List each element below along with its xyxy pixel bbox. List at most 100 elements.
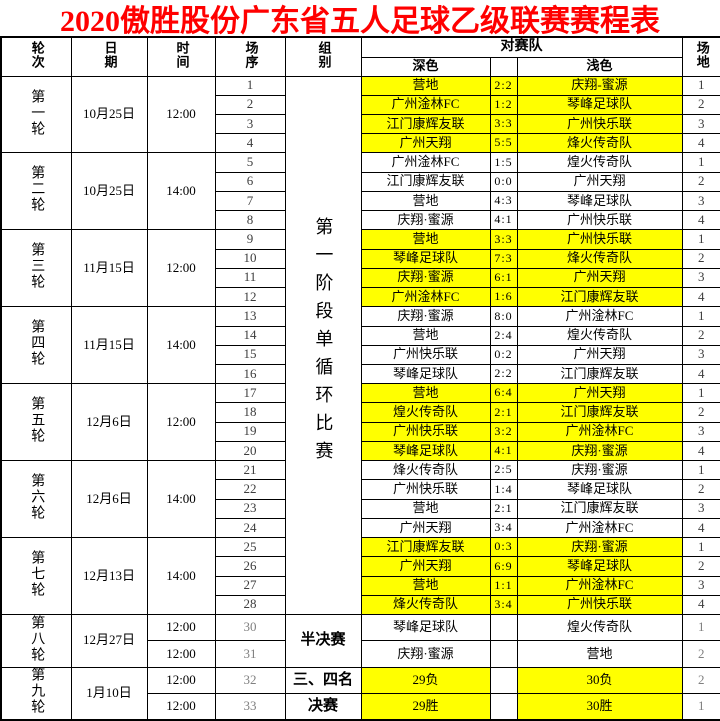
dark-team-cell: 琴峰足球队 <box>360 614 491 642</box>
match-no-cell: 4 <box>214 133 286 154</box>
match-row-18: 18 煌火传奇队 2:1 江门康辉友联 2 <box>1 402 720 423</box>
round-label: 第一轮 <box>0 75 72 154</box>
match-row-27: 27 营地 1:1 广州淦林FC 3 <box>1 575 720 596</box>
light-team-cell: 庆翔·蜜源 <box>516 460 683 481</box>
round-label: 第五轮 <box>0 383 72 462</box>
field-cell: 1 <box>681 229 720 250</box>
score-cell: 0:2 <box>489 344 518 366</box>
match-no-cell: 32 <box>214 666 286 695</box>
light-team-cell: 江门康辉友联 <box>516 364 683 385</box>
field-cell: 2 <box>681 640 720 668</box>
field-cell: 2 <box>681 94 720 115</box>
field-cell: 1 <box>681 537 720 558</box>
field-cell: 2 <box>681 479 720 500</box>
field-cell: 1 <box>681 306 720 327</box>
light-team-cell: 广州淦林FC <box>516 421 683 442</box>
field-cell: 4 <box>681 594 720 616</box>
match-no-cell: 14 <box>214 325 286 346</box>
stage-group-cell: 第一阶段单循环比赛 <box>284 75 362 616</box>
light-team-cell: 煌火传奇队 <box>516 152 683 173</box>
light-team-cell: 广州淦林FC <box>516 306 683 327</box>
dark-team-cell: 煌火传奇队 <box>360 402 491 423</box>
light-team-cell: 广州快乐联 <box>516 210 683 231</box>
date-cell: 12月6日 <box>70 460 148 539</box>
round-label: 第四轮 <box>0 306 72 385</box>
light-team-cell: 烽火传奇队 <box>516 133 683 154</box>
light-team-cell: 广州天翔 <box>516 344 683 366</box>
col-header-field: 场地 <box>681 36 720 77</box>
col-header-score-spacer <box>489 56 518 77</box>
match-row-15: 15 广州快乐联 0:2 广州天翔 3 <box>1 344 720 366</box>
match-row-14: 14 营地 2:4 煌火传奇队 2 <box>1 325 720 346</box>
dark-team-cell: 广州淦林FC <box>360 287 491 308</box>
col-header-date: 日期 <box>70 36 148 77</box>
light-team-cell: 30负 <box>516 666 683 695</box>
light-team-cell: 广州天翔 <box>516 171 683 192</box>
match-no-cell: 8 <box>214 210 286 231</box>
field-cell: 3 <box>681 190 720 212</box>
light-team-cell: 营地 <box>516 640 683 668</box>
dark-team-cell: 庆翔·蜜源 <box>360 267 491 289</box>
round-label-text: 第七轮 <box>29 550 45 599</box>
score-cell: 6:9 <box>489 556 518 577</box>
dark-team-cell: 庆翔·蜜源 <box>360 210 491 231</box>
light-team-cell: 30胜 <box>516 693 683 721</box>
score-cell <box>489 693 518 721</box>
field-cell: 3 <box>681 344 720 366</box>
field-cell: 2 <box>681 666 720 695</box>
dark-team-cell: 营地 <box>360 498 491 519</box>
match-row-5: 第二轮 10月25日 14:00 5 广州淦林FC 1:5 煌火传奇队 1 <box>0 152 720 231</box>
date-cell: 10月25日 <box>70 75 148 154</box>
field-cell: 1 <box>681 152 720 173</box>
dark-team-cell: 琴峰足球队 <box>360 364 491 385</box>
field-cell: 1 <box>681 614 720 642</box>
time-cell: 14:00 <box>146 306 216 385</box>
time-cell: 12:00 <box>146 229 216 308</box>
light-team-cell: 广州快乐联 <box>516 229 683 250</box>
round-label-text: 第八轮 <box>29 614 45 663</box>
round-label: 第三轮 <box>0 229 72 308</box>
dark-team-cell: 广州快乐联 <box>360 421 491 442</box>
dark-team-cell: 广州天翔 <box>360 517 491 539</box>
score-cell: 8:0 <box>489 306 518 327</box>
match-row-22: 22 广州快乐联 1:4 琴峰足球队 2 <box>1 479 720 500</box>
match-row-1: 第一轮 10月25日 12:00 1 第一阶段单循环比赛 营地 2:2 庆翔-蜜源 1 <box>0 75 720 616</box>
match-no-cell: 2 <box>214 94 286 115</box>
match-row-17: 第五轮 12月6日 12:00 17 营地 6:4 广州天翔 1 <box>0 383 720 462</box>
match-no-cell: 12 <box>214 287 286 308</box>
dark-team-cell: 营地 <box>360 325 491 346</box>
match-no-cell: 3 <box>214 113 286 135</box>
round-label-text: 第二轮 <box>29 165 45 214</box>
light-team-cell: 江门康辉友联 <box>516 498 683 519</box>
dark-team-cell: 广州天翔 <box>360 133 491 154</box>
score-cell: 3:4 <box>489 594 518 616</box>
score-cell <box>489 614 518 642</box>
field-cell: 2 <box>681 325 720 346</box>
match-no-cell: 30 <box>214 614 286 642</box>
dark-team-cell: 广州天翔 <box>360 556 491 577</box>
date-cell: 12月27日 <box>70 614 148 668</box>
match-no-cell: 22 <box>214 479 286 500</box>
match-no-cell: 18 <box>214 402 286 423</box>
field-cell: 2 <box>681 171 720 192</box>
round-label: 第九轮 <box>0 666 72 721</box>
field-cell: 3 <box>681 421 720 442</box>
score-cell: 4:1 <box>489 210 518 231</box>
dark-team-cell: 烽火传奇队 <box>360 594 491 616</box>
match-no-cell: 31 <box>214 640 286 668</box>
match-no-cell: 15 <box>214 344 286 366</box>
header-row-1: 轮次 日期 时间 场序 组别 对赛队 场地 <box>0 36 720 77</box>
dark-team-cell: 营地 <box>360 383 491 404</box>
col-header-time: 时间 <box>146 36 216 77</box>
round-label-text: 第三轮 <box>29 242 45 291</box>
round-label: 第六轮 <box>0 460 72 539</box>
match-row-28: 28 烽火传奇队 3:4 广州快乐联 4 <box>1 594 720 616</box>
light-team-cell: 琴峰足球队 <box>516 94 683 115</box>
dark-team-cell: 琴峰足球队 <box>360 440 491 462</box>
dark-team-cell: 庆翔·蜜源 <box>360 306 491 327</box>
score-cell: 2:4 <box>489 325 518 346</box>
field-cell: 1 <box>681 383 720 404</box>
match-row-30: 第八轮 12月27日 12:00 30 半决赛 琴峰足球队 煌火传奇队 1 <box>0 614 720 668</box>
match-row-16: 16 琴峰足球队 2:2 江门康辉友联 4 <box>1 364 720 385</box>
match-row-32: 第九轮 1月10日 12:00 32 三、四名 29负 30负 2 <box>0 666 720 721</box>
